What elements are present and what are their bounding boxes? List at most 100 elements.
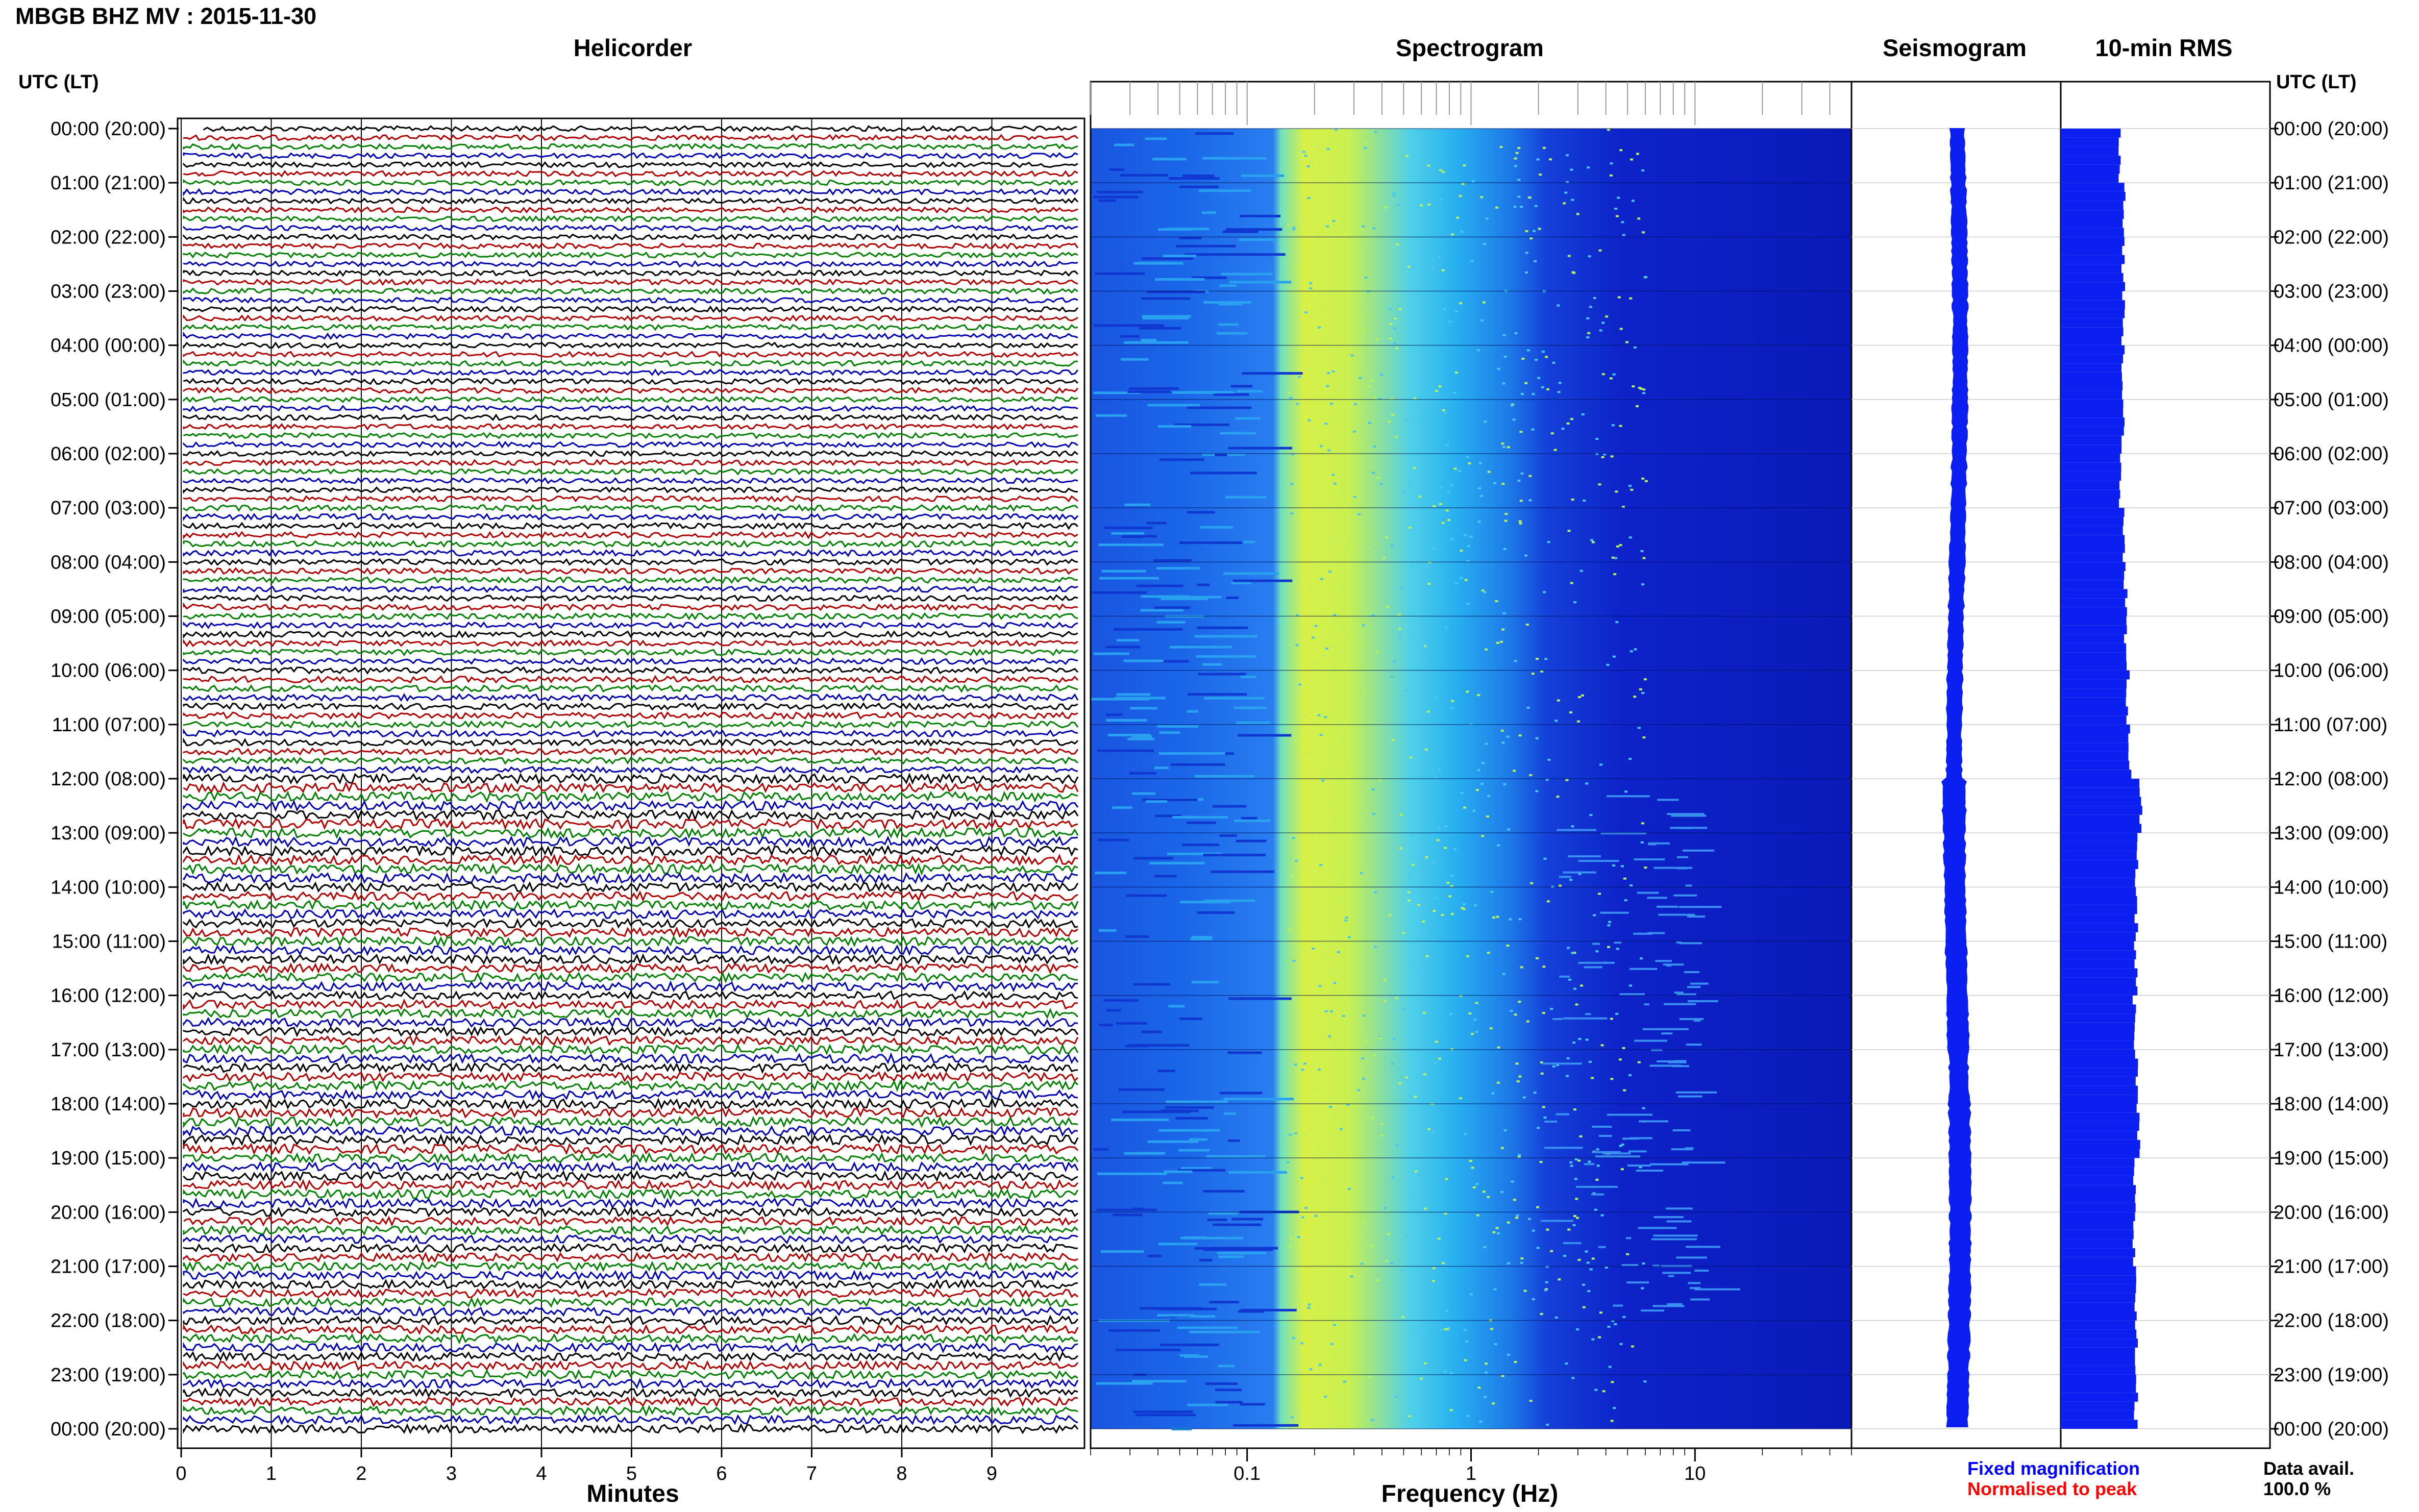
spectrogram-speckle bbox=[1501, 628, 1505, 631]
rms-bar bbox=[2061, 363, 2121, 373]
helicorder-x-tick-label: 5 bbox=[626, 1463, 637, 1484]
spectrogram-speckle bbox=[1518, 520, 1522, 523]
spectrogram-speckle bbox=[1428, 561, 1431, 564]
spectrogram-speckle bbox=[1526, 349, 1530, 352]
spectrogram-speckle bbox=[1628, 1074, 1632, 1076]
time-label-right: 08:00 (04:00) bbox=[2274, 552, 2389, 573]
spectrogram-speckle bbox=[1639, 688, 1642, 690]
spectrogram-speckle bbox=[1641, 1287, 1644, 1290]
spectrogram-streak bbox=[1200, 526, 1233, 529]
helicorder-trace bbox=[183, 1061, 1078, 1074]
rms-bar bbox=[2061, 300, 2125, 309]
time-label-right: 07:00 (03:00) bbox=[2274, 498, 2389, 519]
helicorder-trace bbox=[183, 944, 1079, 956]
spectrogram-speckle bbox=[1335, 129, 1338, 131]
rms-bar bbox=[2061, 959, 2135, 969]
rms-bar bbox=[2061, 1410, 2134, 1420]
spectrogram-energy-patch bbox=[1622, 1137, 1639, 1140]
spectrogram-speckle bbox=[1371, 788, 1375, 790]
spectrogram-speckle bbox=[1372, 227, 1376, 230]
spectrogram-speckle bbox=[1431, 1131, 1435, 1133]
spectrogram-speckle bbox=[1357, 1089, 1361, 1092]
spectrogram-speckle bbox=[1458, 470, 1462, 473]
rms-bar bbox=[2061, 399, 2124, 409]
spectrogram-speckle bbox=[1350, 1275, 1353, 1278]
spectrogram-speckle bbox=[1295, 1179, 1299, 1181]
spectrogram-speckle bbox=[1573, 952, 1576, 954]
time-label-right: 23:00 (19:00) bbox=[2274, 1365, 2389, 1386]
spectrogram-streak bbox=[1189, 1138, 1207, 1141]
rms-bar bbox=[2061, 1383, 2136, 1393]
spectrogram-streak bbox=[1158, 1243, 1197, 1246]
spectrogram-speckle bbox=[1497, 367, 1500, 370]
spectrogram-speckle bbox=[1568, 978, 1571, 981]
spectrogram-speckle bbox=[1407, 899, 1411, 902]
spectrogram-speckle bbox=[1389, 308, 1392, 310]
spectrogram-speckle bbox=[1588, 1160, 1591, 1163]
spectrogram-speckle bbox=[1466, 456, 1469, 458]
spectrogram-energy-patch bbox=[1652, 1265, 1660, 1267]
spectrogram-speckle bbox=[1401, 1269, 1404, 1272]
spectrogram-speckle bbox=[1376, 1279, 1379, 1281]
spectrogram-speckle bbox=[1615, 1012, 1619, 1015]
rms-bar bbox=[2061, 715, 2127, 725]
spectrogram-speckle bbox=[1615, 215, 1619, 217]
rms-bar bbox=[2061, 1293, 2136, 1303]
spectrogram-energy-patch bbox=[1651, 1238, 1697, 1241]
spectrogram-speckle bbox=[1507, 446, 1510, 449]
spectrogram-speckle bbox=[1626, 1253, 1630, 1255]
rms-bar bbox=[2061, 941, 2134, 951]
spectrogram-speckle bbox=[1378, 779, 1381, 781]
spectrogram-speckle bbox=[1611, 1320, 1615, 1322]
spectrogram-speckle bbox=[1417, 616, 1420, 618]
spectrogram-streak bbox=[1179, 1018, 1202, 1020]
spectrogram-speckle bbox=[1330, 142, 1334, 144]
spectrogram-speckle bbox=[1371, 1419, 1374, 1421]
spectrogram-speckle bbox=[1544, 658, 1548, 660]
spectrogram-speckle bbox=[1587, 166, 1590, 169]
spectrogram-energy-patch bbox=[1544, 1121, 1558, 1123]
helicorder-trace bbox=[183, 1278, 1078, 1290]
spectrogram-energy-patch bbox=[1557, 829, 1596, 831]
rms-bar bbox=[2061, 932, 2136, 941]
helicorder-trace bbox=[183, 522, 1078, 530]
rms-bar bbox=[2061, 1085, 2138, 1095]
spectrogram-energy-patch bbox=[1568, 855, 1601, 858]
helicorder-trace bbox=[183, 971, 1078, 984]
spectrogram-speckle bbox=[1460, 577, 1463, 579]
spectrogram-speckle bbox=[1295, 644, 1299, 647]
spectrogram-speckle bbox=[1591, 1338, 1595, 1341]
spectrogram-speckle bbox=[1609, 174, 1613, 177]
rms-bar bbox=[2061, 1257, 2133, 1267]
spectrogram-speckle bbox=[1420, 1377, 1423, 1380]
spectrogram-speckle bbox=[1379, 483, 1383, 485]
spectrogram-streak bbox=[1201, 211, 1216, 214]
spectrogram-energy-patch bbox=[1647, 897, 1667, 899]
rms-bar bbox=[2061, 860, 2138, 869]
spectrogram-speckle bbox=[1374, 543, 1377, 546]
helicorder-trace bbox=[183, 872, 1078, 885]
helicorder-trace bbox=[183, 539, 1078, 548]
helicorder-x-label: Minutes bbox=[586, 1480, 679, 1507]
helicorder-trace bbox=[183, 278, 1078, 286]
spectrogram-speckle bbox=[1340, 739, 1343, 742]
spectrogram-streak bbox=[1226, 597, 1239, 599]
spectrogram-speckle bbox=[1477, 769, 1480, 772]
rms-bar bbox=[2061, 237, 2125, 246]
spectrogram-panel: 0.1 1 10 bbox=[1090, 81, 1853, 1484]
spectrogram-speckle bbox=[1642, 392, 1645, 394]
spectrogram-speckle bbox=[1507, 1221, 1510, 1224]
spectrogram-energy-patch bbox=[1663, 963, 1684, 966]
spectrogram-speckle bbox=[1575, 1198, 1578, 1200]
spectrogram-speckle bbox=[1596, 1164, 1600, 1167]
spectrogram-speckle bbox=[1483, 591, 1487, 593]
spectrogram-streak bbox=[1208, 1212, 1238, 1215]
spectrogram-speckle bbox=[1624, 790, 1627, 793]
spectrogram-speckle bbox=[1446, 1328, 1449, 1330]
spectrogram-speckle bbox=[1576, 213, 1579, 215]
spectrogram-speckle bbox=[1513, 1199, 1516, 1201]
spectrogram-streak bbox=[1242, 372, 1303, 375]
spectrogram-streak bbox=[1111, 532, 1145, 535]
spectrogram-energy-patch bbox=[1634, 858, 1665, 861]
spectrogram-speckle bbox=[1483, 243, 1486, 245]
